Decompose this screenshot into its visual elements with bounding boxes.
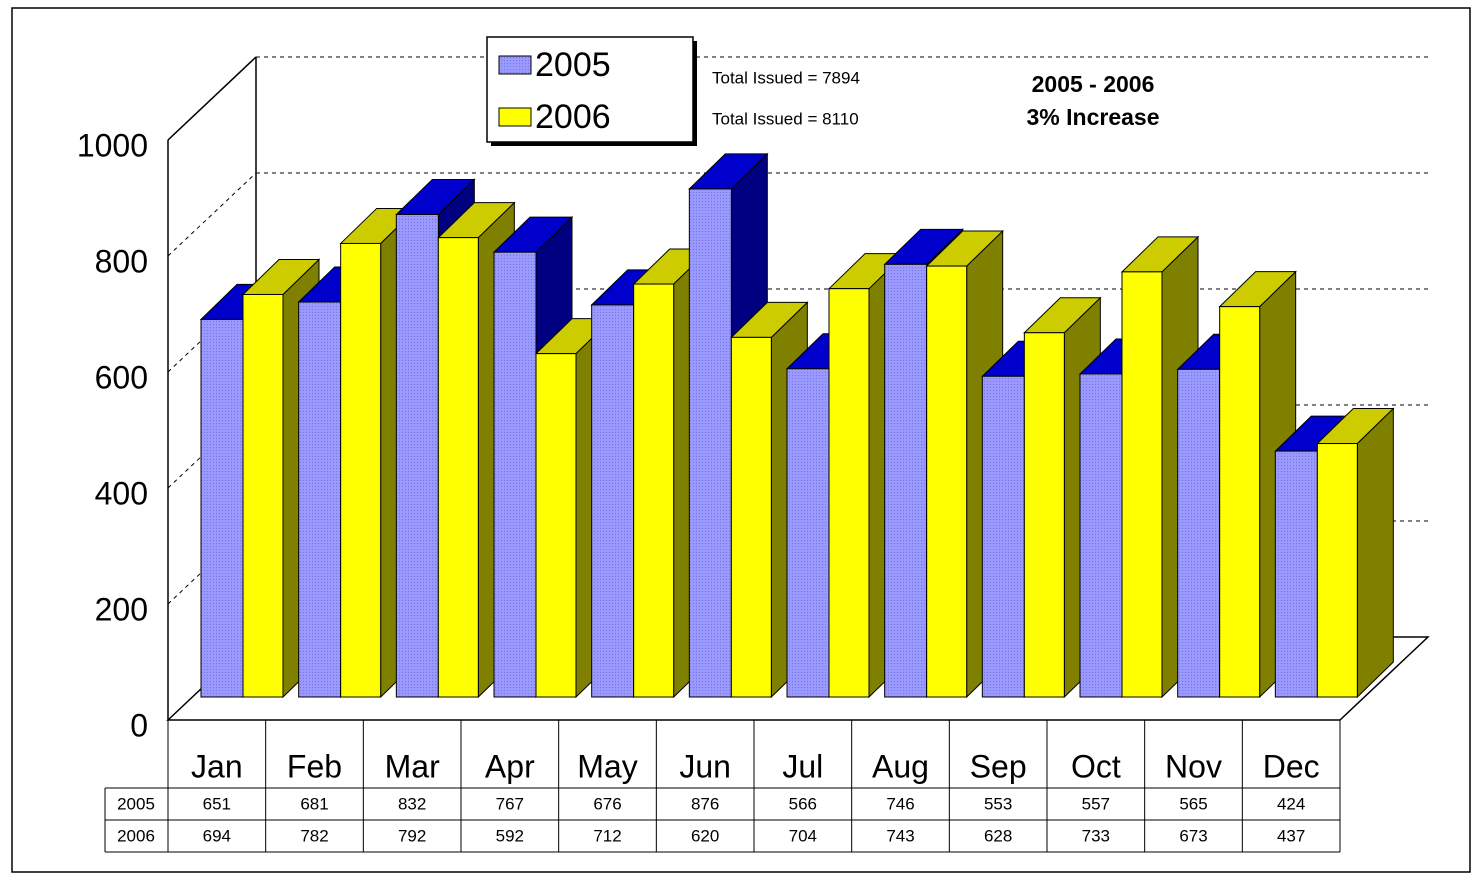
table-value: 676: [593, 794, 621, 813]
x-tick-label: Dec: [1263, 748, 1320, 784]
bar: [591, 304, 635, 698]
x-tick-label: Apr: [485, 748, 535, 784]
y-tick-label: 1000: [77, 127, 148, 163]
bar: [981, 375, 1025, 698]
y-tick-label: 800: [95, 243, 148, 279]
bar: [437, 237, 479, 698]
bar: [828, 288, 870, 698]
bar: [1274, 450, 1318, 698]
annotation: 2005 - 2006: [1032, 71, 1155, 97]
x-tick-label: Nov: [1165, 748, 1222, 784]
annotation: Total Issued = 7894: [712, 68, 860, 87]
bar: [786, 368, 830, 698]
x-tick-label: Mar: [385, 748, 440, 784]
table-value: 557: [1082, 794, 1110, 813]
legend-swatch: [498, 55, 532, 75]
annotation: 3% Increase: [1027, 104, 1160, 130]
bar: [1023, 332, 1065, 698]
y-tick-label: 200: [95, 591, 148, 627]
bar: [884, 263, 928, 698]
table-value: 681: [300, 794, 328, 813]
table-row-label: 2005: [117, 794, 155, 813]
table-value: 767: [496, 794, 524, 813]
bar: [926, 265, 968, 698]
legend-label: 2005: [535, 46, 611, 84]
table-value: 733: [1082, 826, 1110, 845]
y-tick-label: 400: [95, 475, 148, 511]
bar: [1079, 373, 1123, 698]
x-tick-label: Sep: [970, 748, 1027, 784]
bar: [340, 242, 382, 698]
y-tick-label: 600: [95, 359, 148, 395]
bar: [730, 336, 772, 698]
bar: [1121, 271, 1163, 698]
table-value: 437: [1277, 826, 1305, 845]
x-tick-label: Feb: [287, 748, 342, 784]
table-value: 424: [1277, 794, 1305, 813]
table-row-label: 2006: [117, 826, 155, 845]
x-tick-label: Jul: [782, 748, 823, 784]
table-value: 592: [496, 826, 524, 845]
plot: 0 200 400 600 800 1000 Jan 651 694 Feb 681 782 Mar 83…: [77, 56, 1430, 853]
table-value: 876: [691, 794, 719, 813]
table-value: 673: [1179, 826, 1207, 845]
y-tick-label: 0: [130, 707, 148, 743]
bar: [688, 188, 732, 698]
bar: [1177, 368, 1221, 698]
bar: [395, 213, 439, 698]
legend: 2005 2006: [486, 36, 697, 146]
bar: [242, 293, 284, 698]
legend-label: 2006: [535, 98, 611, 136]
table-value: 832: [398, 794, 426, 813]
bar-side: [1356, 407, 1394, 699]
table-value: 553: [984, 794, 1012, 813]
table-value: 565: [1179, 794, 1207, 813]
table-value: 628: [984, 826, 1012, 845]
left-wall-edge: [167, 56, 257, 141]
table-value: 712: [593, 826, 621, 845]
bar: [200, 318, 244, 698]
bar: [1219, 306, 1261, 698]
x-tick-label: Oct: [1071, 748, 1121, 784]
table-value: 743: [886, 826, 914, 845]
x-tick-label: Jan: [191, 748, 243, 784]
annotation: Total Issued = 8110: [712, 109, 859, 128]
table-value: 566: [789, 794, 817, 813]
table-value: 704: [789, 826, 817, 845]
bar: [633, 283, 675, 698]
table-value: 792: [398, 826, 426, 845]
bar: [298, 301, 342, 698]
bar: [535, 353, 577, 698]
table-value: 782: [300, 826, 328, 845]
table-value: 694: [203, 826, 231, 845]
x-tick-label: Jun: [679, 748, 731, 784]
x-tick-label: May: [577, 748, 637, 784]
table-value: 620: [691, 826, 719, 845]
bar: [1316, 443, 1358, 698]
legend-swatch: [498, 107, 532, 127]
bar: [493, 251, 537, 698]
x-tick-label: Aug: [872, 748, 929, 784]
table-value: 651: [203, 794, 231, 813]
table-value: 746: [886, 794, 914, 813]
